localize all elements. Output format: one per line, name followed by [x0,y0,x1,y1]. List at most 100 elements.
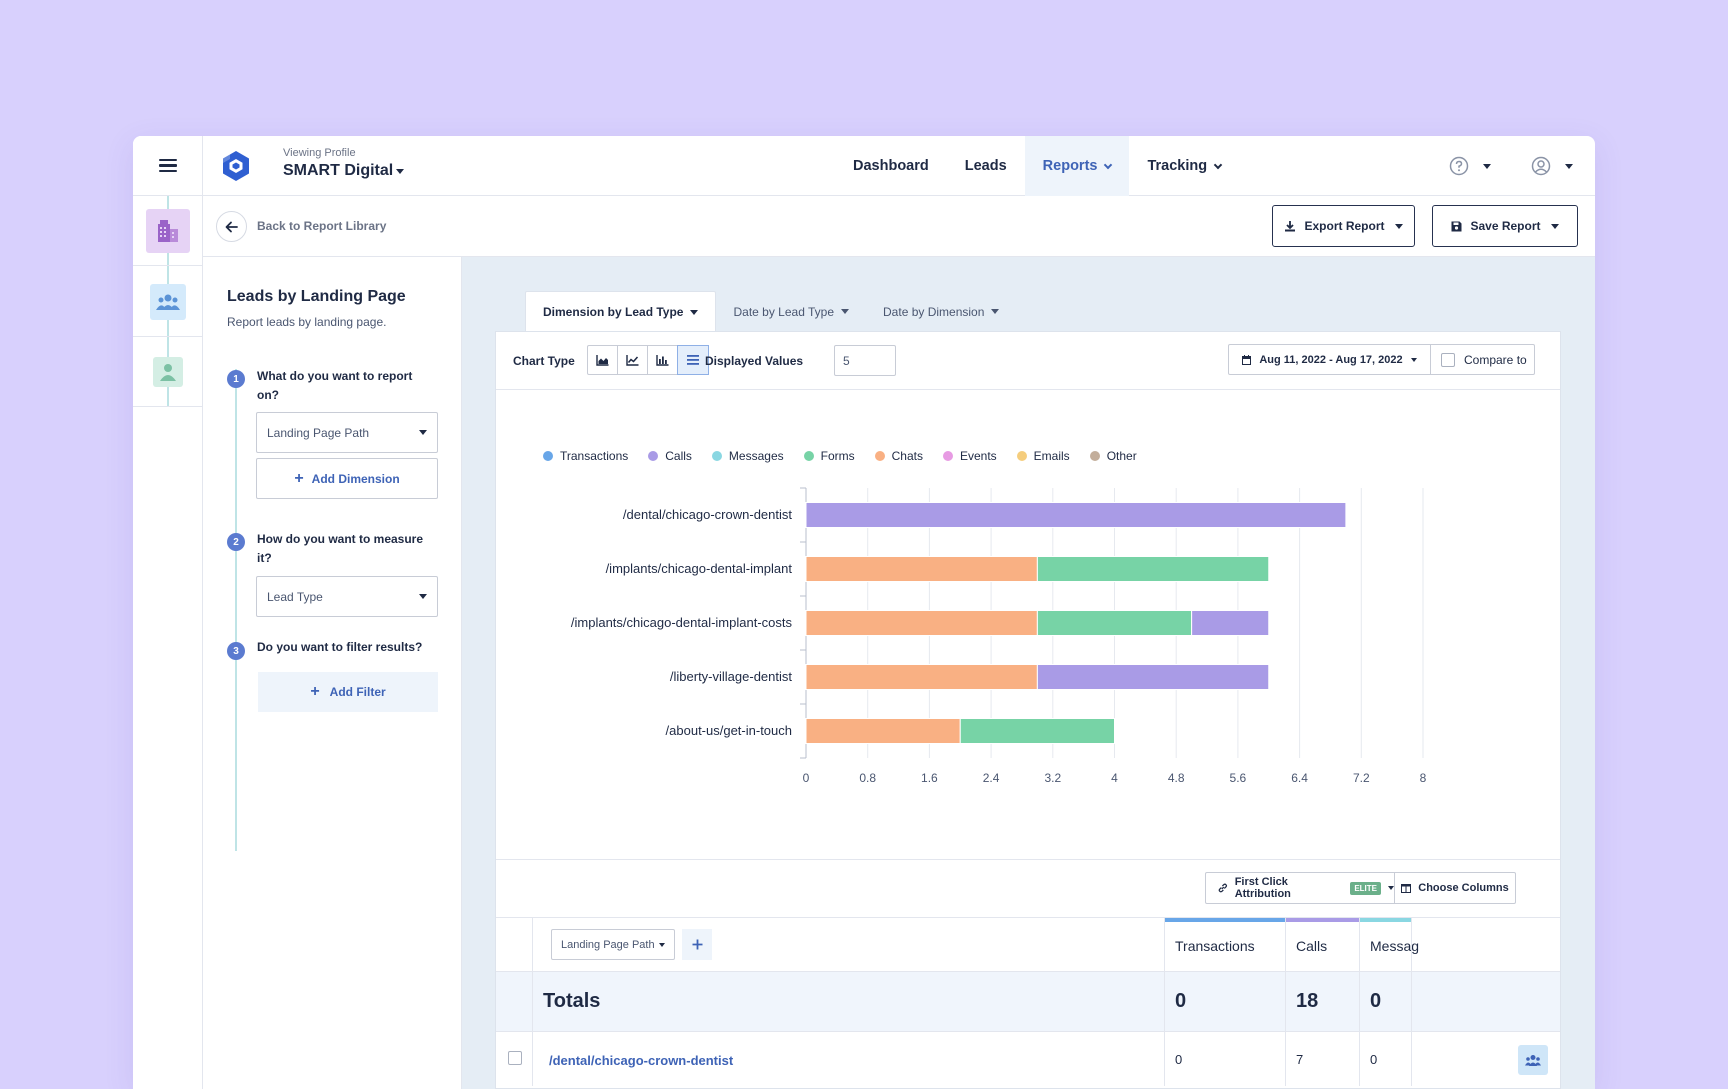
total-calls: 18 [1296,990,1319,1012]
compare-checkbox[interactable] [1441,352,1455,367]
account-menu[interactable] [1531,156,1573,176]
messages-color-bar [1360,918,1412,922]
plus-icon [692,939,702,950]
add-dimension-button[interactable]: + Add Dimension [256,458,438,499]
row-checkbox[interactable] [508,1051,522,1065]
back-to-library-link[interactable]: Back to Report Library [257,219,387,233]
add-column-button[interactable] [682,929,712,960]
save-report-button[interactable]: Save Report [1432,205,1578,247]
tab-label: Date by Dimension [883,304,985,319]
totals-label: Totals [543,990,601,1012]
column-divider [1359,1032,1360,1086]
tab-label: Dimension by Lead Type [543,305,684,319]
x-tick-label: 6.4 [1291,771,1308,785]
nav-tracking[interactable]: Tracking [1129,136,1239,196]
legend-dot [942,451,953,461]
y-category-label: /about-us/get-in-touch [666,723,792,738]
x-tick-label: 4 [1111,771,1118,785]
tab-date-by-lead-type[interactable]: Date by Lead Type [716,291,866,332]
legend-label: Chats [891,449,923,463]
report-content: Dimension by Lead Type Date by Lead Type… [462,257,1595,1089]
column-chart-icon [656,354,669,366]
table-dimension-value: Landing Page Path [561,938,655,951]
save-icon [1451,221,1462,231]
plus-icon: + [294,469,304,487]
chart-controls: Chart Type Displayed Values [496,332,1560,390]
view-leads-button[interactable] [1518,1045,1548,1075]
nav-leads[interactable]: Leads [947,136,1025,196]
date-range-picker[interactable]: Aug 11, 2022 - Aug 17, 2022 [1228,344,1431,375]
header-calls[interactable]: Calls [1296,938,1328,954]
nav-dashboard[interactable]: Dashboard [835,136,947,196]
calls-color-bar [1286,918,1359,922]
rail-item-company[interactable] [133,196,203,266]
elite-badge: ELITE [1350,881,1381,895]
legend-item[interactable]: Forms [803,449,855,463]
tab-dimension-by-lead-type[interactable]: Dimension by Lead Type [525,291,717,332]
caret-down-icon [659,942,665,947]
back-button[interactable] [216,211,247,242]
add-filter-button[interactable]: + Add Filter [258,672,438,712]
legend-label: Other [1106,449,1137,463]
choose-columns-button[interactable]: Choose Columns [1394,872,1516,904]
legend-label: Events [959,449,997,463]
legend-item[interactable]: Messages [711,449,784,463]
caret-down-icon [1388,886,1394,890]
column-chart-button[interactable] [648,346,678,374]
compare-toggle[interactable]: Compare to [1430,344,1535,375]
legend-item[interactable]: Chats [874,449,923,463]
tab-date-by-dimension[interactable]: Date by Dimension [866,291,1016,332]
caret-down-icon [1550,223,1559,229]
legend-item[interactable]: Other [1089,449,1137,463]
dimension-select[interactable]: Landing Page Path [256,412,438,453]
step-1-badge: 1 [227,370,245,388]
profile-caret-icon[interactable] [396,169,404,174]
row-path-link[interactable]: /dental/chicago-crown-dentist [549,1053,734,1068]
legend-dot [1016,451,1027,461]
x-tick-label: 2.4 [983,771,1000,785]
bar-chart: 0 0.8 1.6 2.4 3.2 4 4.8 5.6 6.4 7.2 8/dental/chica… [571,487,1427,785]
totals-row: Totals 0 18 0 [496,972,1560,1032]
displayed-values-input[interactable]: 5 [834,345,896,376]
legend-dot [543,451,553,461]
view-tabs: Dimension by Lead Type Date by Lead Type… [525,291,1016,332]
area-chart-button[interactable] [588,346,618,374]
report-card: Chart Type Displayed Values [495,331,1561,1089]
header-messages[interactable]: Messag [1370,938,1420,954]
compare-label: Compare to [1464,352,1527,367]
export-report-button[interactable]: Export Report [1272,205,1415,247]
header-transactions[interactable]: Transactions [1175,938,1255,954]
results-table: Landing Page Path Transactions Calls Mes… [496,918,1560,1086]
bar-chart-button[interactable] [677,345,709,375]
nav-reports[interactable]: Reports [1024,136,1130,196]
bar-segment [959,718,1115,744]
line-chart-button[interactable] [618,346,648,374]
link-icon [1218,883,1228,893]
attribution-select[interactable]: First Click Attribution ELITE [1205,872,1395,904]
rail-item-team[interactable] [133,267,203,337]
profile-name[interactable]: SMART Digital [283,162,394,179]
legend-item[interactable]: Events [942,449,997,463]
nav-reports-label: Reports [1042,158,1098,174]
legend-item[interactable]: Emails [1016,449,1070,463]
displayed-values-label: Displayed Values [705,354,804,368]
total-transactions: 0 [1175,990,1187,1012]
arrow-left-icon [225,221,238,232]
rail-item-user[interactable] [133,337,203,407]
help-menu[interactable] [1449,156,1491,176]
measure-select[interactable]: Lead Type [256,576,438,617]
legend-label: Calls [665,449,692,463]
steps-connector [235,369,237,851]
hamburger-icon [158,156,177,176]
brand-logo-icon[interactable] [221,150,251,187]
table-dimension-select[interactable]: Landing Page Path [551,929,675,960]
caret-down-icon [1410,357,1417,362]
account-caret-icon [1565,163,1573,169]
bar-segment [805,610,1038,636]
table-row: /dental/chicago-crown-dentist 0 7 0 [496,1032,1560,1086]
users-group-icon [1525,1055,1541,1066]
column-divider [532,972,533,1031]
menu-button[interactable] [133,136,202,196]
legend-item[interactable]: Calls [648,449,692,463]
legend-item[interactable]: Transactions [543,449,628,463]
